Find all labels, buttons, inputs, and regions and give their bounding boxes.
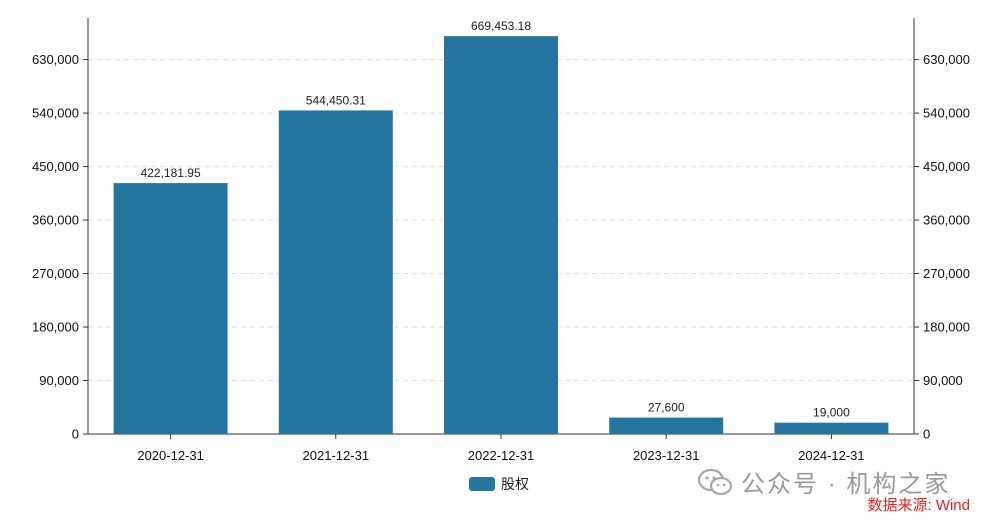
chart-legend[interactable]: 股权 (469, 474, 529, 494)
source-note: 数据来源: Wind (867, 497, 970, 514)
bar[interactable] (774, 422, 889, 434)
x-tick-label: 2022-12-31 (468, 448, 535, 463)
y-tick-label-left: 450,000 (32, 159, 79, 174)
bar[interactable] (113, 183, 228, 434)
y-tick-label-left: 270,000 (32, 266, 79, 281)
x-tick-label: 2021-12-31 (303, 448, 370, 463)
y-tick-label-right: 360,000 (923, 213, 970, 228)
data-label: 422,181.95 (141, 166, 201, 180)
x-tick-label: 2020-12-31 (137, 448, 204, 463)
y-tick-label-right: 540,000 (923, 106, 970, 121)
y-tick-label-right: 180,000 (923, 320, 970, 335)
y-tick-label-right: 450,000 (923, 159, 970, 174)
legend-swatch (469, 477, 495, 491)
watermark-text: 公众号 · 机构之家 (741, 471, 951, 498)
data-label: 669,453.18 (471, 19, 531, 33)
y-tick-label-left: 360,000 (32, 213, 79, 228)
watermark: 公众号 · 机构之家 (697, 464, 950, 499)
legend-label: 股权 (501, 476, 529, 492)
wechat-icon (697, 468, 733, 495)
bar[interactable] (444, 36, 558, 435)
y-tick-label-right: 90,000 (923, 373, 963, 388)
data-label: 27,600 (648, 401, 685, 415)
bar[interactable] (278, 110, 393, 435)
y-tick-label-right: 630,000 (923, 52, 970, 67)
data-label: 544,450.31 (306, 93, 366, 107)
x-tick-label: 2024-12-31 (798, 448, 865, 463)
y-tick-label-left: 90,000 (39, 373, 79, 388)
y-tick-label-left: 630,000 (32, 52, 79, 67)
y-tick-label-left: 0 (72, 427, 79, 442)
x-tick-label: 2023-12-31 (633, 448, 700, 463)
y-tick-label-right: 270,000 (923, 266, 970, 281)
y-tick-label-left: 540,000 (32, 106, 79, 121)
y-tick-label-right: 0 (923, 427, 930, 442)
y-tick-label-left: 180,000 (32, 320, 79, 335)
data-label: 19,000 (813, 406, 850, 420)
bar[interactable] (609, 417, 724, 434)
